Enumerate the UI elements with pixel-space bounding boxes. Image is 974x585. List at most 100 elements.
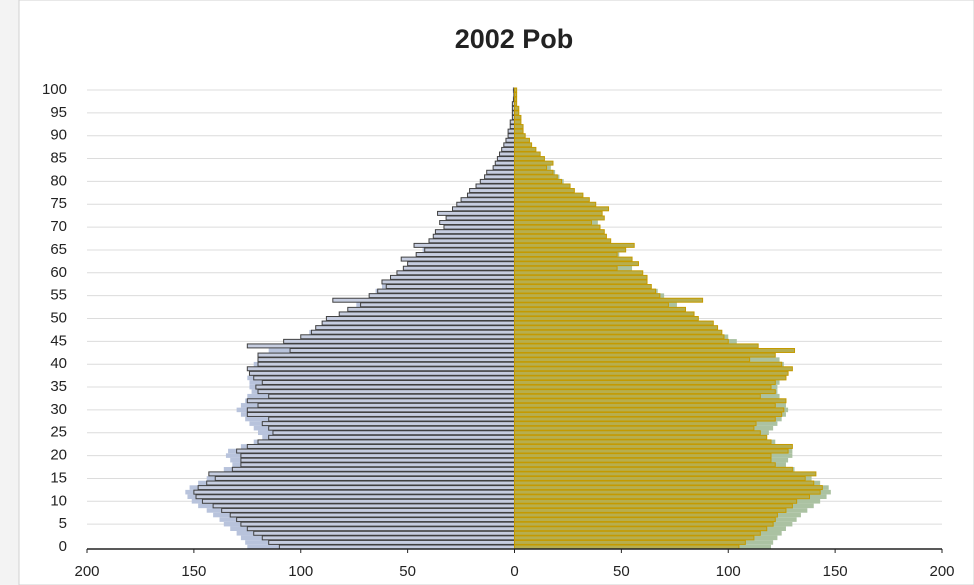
bar — [514, 169, 554, 175]
bar — [206, 480, 515, 486]
bar — [257, 352, 515, 358]
bar — [246, 366, 515, 372]
y-tick-label: 60 — [50, 264, 67, 281]
bar — [514, 325, 719, 331]
bar — [434, 229, 516, 235]
bar — [514, 334, 725, 340]
bar — [514, 302, 669, 308]
bar — [253, 530, 515, 536]
bar — [257, 361, 515, 367]
bar — [514, 229, 605, 235]
bar — [514, 375, 787, 381]
bar — [212, 503, 516, 509]
bar — [514, 256, 633, 262]
x-tick-label: 150 — [181, 563, 206, 580]
bar — [514, 471, 817, 477]
bar — [514, 178, 563, 184]
y-tick-label: 95 — [50, 104, 67, 121]
bar — [514, 485, 823, 491]
bar — [514, 293, 661, 299]
bar — [246, 526, 515, 532]
bar — [514, 133, 526, 139]
bar — [514, 398, 787, 404]
bar — [514, 526, 768, 532]
x-tick-label: 200 — [929, 563, 954, 580]
bar — [360, 302, 515, 308]
bar — [492, 165, 515, 171]
bar — [514, 174, 558, 180]
bar — [514, 247, 627, 253]
y-tick-label: 85 — [50, 150, 67, 167]
bar — [240, 457, 515, 463]
bar — [514, 288, 657, 294]
bar — [432, 233, 515, 239]
bar — [407, 261, 515, 267]
bar — [310, 329, 515, 335]
bar — [460, 197, 515, 203]
bar — [236, 517, 515, 523]
bar — [514, 114, 522, 120]
bar — [514, 338, 729, 344]
bar — [514, 421, 757, 427]
bar — [469, 188, 515, 194]
bar — [240, 462, 515, 468]
bar — [514, 224, 601, 230]
bar — [514, 416, 776, 422]
bar — [221, 507, 515, 513]
bar — [514, 146, 537, 152]
y-tick-label: 25 — [50, 424, 67, 441]
y-tick-label: 40 — [50, 355, 67, 372]
bar — [268, 434, 515, 440]
bar — [486, 169, 515, 175]
bar — [514, 379, 776, 385]
bar — [479, 178, 515, 184]
bar — [246, 443, 515, 449]
bar — [246, 343, 515, 349]
bar — [236, 448, 515, 454]
bar — [325, 316, 515, 321]
bar — [402, 265, 516, 271]
y-tick-label: 55 — [50, 287, 67, 304]
bar — [514, 498, 798, 504]
bar — [514, 220, 592, 226]
bar — [514, 370, 789, 376]
bar — [268, 393, 515, 399]
bar — [514, 101, 518, 107]
y-tick-label: 10 — [50, 492, 67, 509]
bar — [514, 279, 648, 285]
bar — [415, 252, 515, 258]
bar — [201, 498, 516, 504]
bar — [300, 334, 515, 340]
bar — [514, 192, 584, 198]
bar — [514, 284, 652, 289]
bar — [514, 197, 590, 203]
bar — [368, 293, 515, 299]
bar — [503, 142, 515, 148]
bar — [514, 261, 639, 267]
bar — [514, 242, 635, 248]
bar — [456, 201, 516, 207]
bar — [253, 375, 515, 381]
bar — [240, 521, 515, 527]
bar — [514, 160, 554, 166]
bar — [514, 489, 821, 495]
bar — [514, 439, 772, 445]
bar — [514, 201, 597, 207]
bar — [381, 279, 515, 285]
bar — [257, 357, 515, 363]
bar — [514, 402, 776, 408]
bar — [385, 284, 515, 289]
bar — [514, 210, 603, 216]
bar — [514, 517, 776, 523]
bar — [268, 425, 515, 431]
bar — [514, 393, 761, 399]
bar — [514, 265, 618, 271]
bar — [514, 503, 793, 509]
bar — [246, 411, 515, 417]
bar — [514, 96, 518, 102]
bar — [499, 151, 516, 157]
bar — [413, 242, 516, 248]
bar — [514, 535, 755, 541]
bar — [268, 416, 515, 422]
